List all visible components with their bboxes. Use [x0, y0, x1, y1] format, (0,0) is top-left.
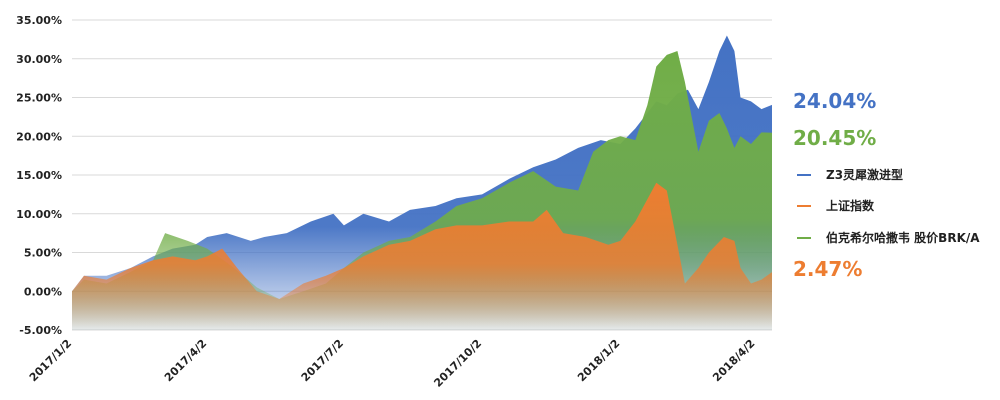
- y-tick-label: 20.00%: [16, 130, 62, 143]
- end-value-label-2: 20.45%: [793, 126, 876, 150]
- series-areas: [72, 35, 772, 330]
- end-value-label-0: 24.04%: [793, 89, 876, 113]
- y-tick-label: -5.00%: [19, 324, 62, 337]
- y-axis-ticks: 35.00% 30.00% 25.00% 20.00% 15.00% 10.00% 5.00…: [16, 14, 62, 337]
- y-tick-label: 30.00%: [16, 53, 62, 66]
- x-axis-ticks: 2017/1/2 2017/4/2 2017/7/2 2017/10/2 2018/1/…: [27, 337, 758, 390]
- x-tick-label: 2017/10/2: [431, 337, 484, 390]
- y-tick-label: 25.00%: [16, 92, 62, 105]
- x-tick-label: 2017/1/2: [27, 337, 74, 384]
- x-tick-label: 2018/4/2: [710, 337, 757, 384]
- x-tick-label: 2017/4/2: [162, 337, 209, 384]
- y-tick-label: 0.00%: [24, 285, 62, 298]
- y-tick-label: 10.00%: [16, 208, 62, 221]
- legend-entry-1: 上证指数: [826, 198, 875, 213]
- y-tick-label: 5.00%: [24, 247, 62, 260]
- legend-entry-2: 伯克希尔哈撒韦 股价BRK/A: [826, 230, 980, 245]
- y-tick-label: 35.00%: [16, 14, 62, 27]
- end-value-label-1: 2.47%: [793, 257, 862, 281]
- y-tick-label: 15.00%: [16, 169, 62, 182]
- end-labels: 24.04% 20.45% 2.47%: [793, 89, 876, 281]
- series-area-1: [72, 182, 772, 330]
- x-tick-label: 2017/7/2: [299, 337, 346, 384]
- legend-entry-0: Z3灵犀激进型: [826, 167, 903, 182]
- x-tick-label: 2018/1/2: [575, 337, 622, 384]
